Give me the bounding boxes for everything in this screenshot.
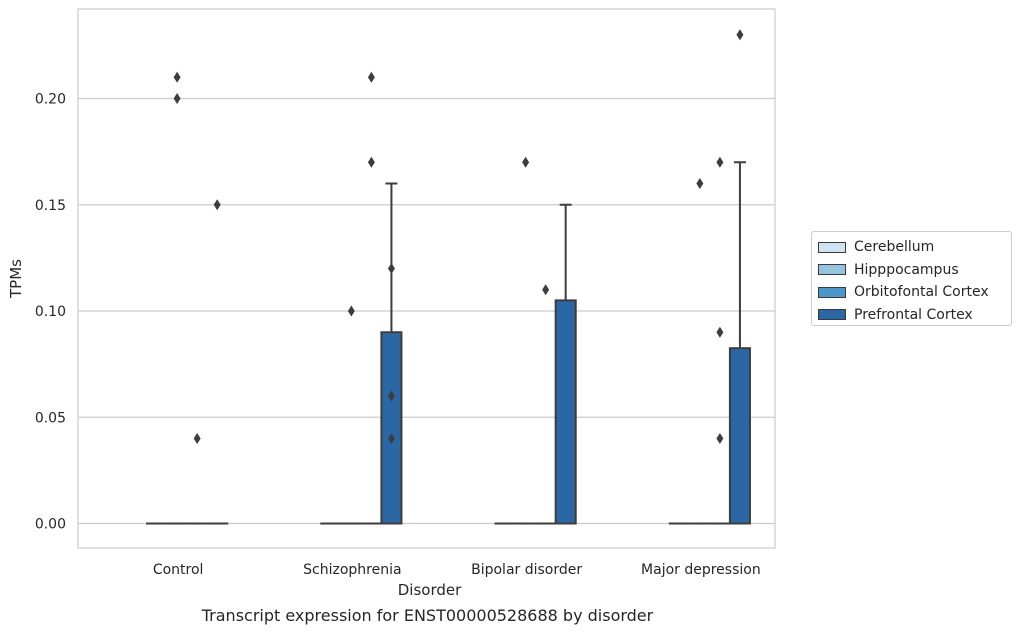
legend-swatch (818, 264, 846, 276)
legend-swatch (818, 241, 846, 253)
y-tick-label: 0.10 (35, 304, 66, 320)
box-prefrontal-cortex (554, 203, 577, 525)
outlier-point (542, 284, 550, 296)
x-tick-labels: Control Schizophrenia Bipolar disorder Majo… (153, 562, 761, 578)
outlier-point (696, 178, 704, 189)
legend: Cerebellum Hipppocampus Orbitofontal Corte… (811, 231, 1012, 326)
outlier-point (173, 71, 181, 83)
grid-lines (78, 97, 775, 525)
outlier-points (173, 29, 744, 444)
legend-item: Prefrontal Cortex (818, 304, 1005, 327)
boxes (146, 161, 751, 525)
box-body (380, 331, 403, 525)
outlier-point (387, 433, 395, 444)
box-prefrontal-cortex (380, 182, 403, 525)
x-tick-label: Schizophrenia (303, 562, 401, 578)
outlier-point (716, 326, 724, 338)
outlier-point (367, 71, 375, 83)
box-body (554, 299, 577, 525)
y-tick-label: 0.05 (35, 410, 66, 426)
outlier-point (193, 433, 201, 444)
legend-item: Hipppocampus (818, 259, 1005, 282)
y-tick-label: 0.15 (35, 198, 66, 214)
legend-label: Cerebellum (854, 239, 935, 256)
outlier-point (716, 156, 724, 168)
y-tick-label: 0.00 (35, 517, 66, 533)
outlier-point (387, 263, 395, 274)
legend-swatch (818, 286, 846, 298)
y-tick-labels: 0.00 0.05 0.10 0.15 0.20 (35, 92, 66, 533)
legend-label: Prefrontal Cortex (854, 306, 973, 323)
outlier-point (173, 93, 181, 104)
box-prefrontal-cortex (728, 161, 751, 525)
legend-label: Orbitofontal Cortex (854, 284, 989, 301)
outlier-point (347, 305, 355, 317)
plot-area-frame (77, 8, 776, 549)
x-tick-label: Bipolar disorder (471, 562, 582, 578)
x-tick-label: Major depression (641, 562, 761, 578)
outlier-point (387, 390, 395, 402)
outlier-point (716, 433, 724, 444)
legend-item: Orbitofontal Cortex (818, 281, 1005, 304)
outlier-point (213, 199, 221, 211)
x-tick-label: Control (153, 562, 204, 578)
y-tick-label: 0.20 (35, 92, 66, 108)
figure-caption: Transcript expression for ENST0000052868… (201, 606, 654, 625)
x-axis-title: Disorder (398, 581, 462, 599)
outlier-point (367, 156, 375, 168)
box-body (728, 347, 751, 525)
legend-item: Cerebellum (818, 236, 1005, 259)
outlier-point (736, 29, 744, 41)
legend-swatch (818, 309, 846, 321)
y-axis-title: TPMs (7, 259, 25, 299)
outlier-point (522, 156, 530, 168)
legend-label: Hipppocampus (854, 261, 959, 278)
